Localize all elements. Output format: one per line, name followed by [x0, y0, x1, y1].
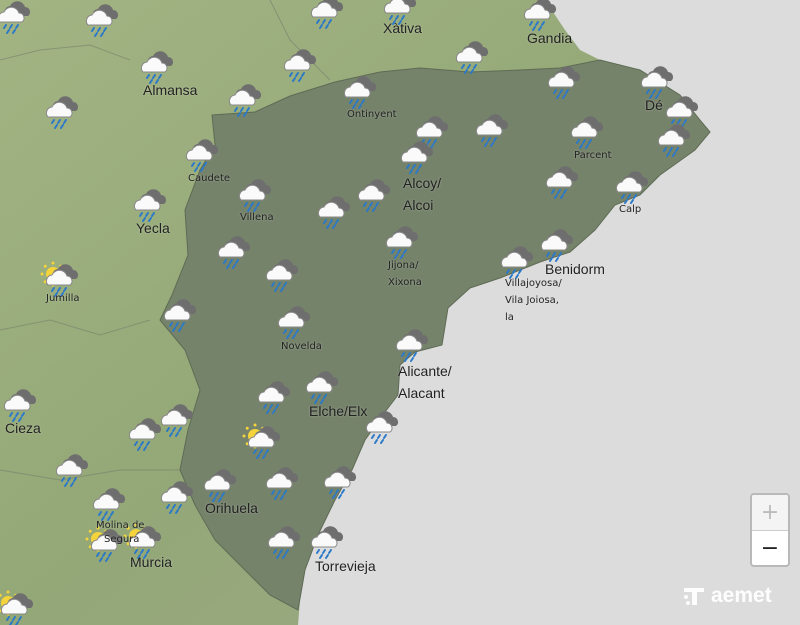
rain-cloud-icon[interactable] [128, 418, 161, 451]
rain-cloud-icon[interactable] [257, 381, 290, 414]
sun-cloud-rain-icon[interactable] [85, 526, 124, 562]
rain-cloud-icon[interactable] [92, 488, 125, 521]
place-label: Calp [619, 204, 642, 215]
place-label: Alcoy/ [403, 175, 442, 191]
rain-cloud-icon[interactable] [323, 466, 356, 499]
rain-cloud-icon[interactable] [45, 96, 78, 129]
place-label: Dé [645, 97, 663, 113]
rain-cloud-icon[interactable] [55, 454, 88, 487]
place-label: Vila Joiosa, [505, 295, 559, 306]
place-label: Parcent [574, 150, 612, 161]
rain-cloud-icon[interactable] [570, 116, 603, 149]
rain-cloud-icon[interactable] [283, 49, 316, 82]
rain-cloud-icon[interactable] [228, 84, 261, 117]
rain-cloud-icon[interactable] [540, 229, 573, 262]
rain-cloud-icon[interactable] [185, 139, 218, 172]
place-label: Novelda [281, 341, 322, 352]
place-label: Jijona/ [388, 260, 419, 271]
rain-cloud-icon[interactable] [455, 41, 488, 74]
place-label: Torrevieja [315, 558, 376, 574]
zoom-out-button[interactable]: − [760, 536, 780, 561]
place-label: Alicante/ [398, 363, 452, 379]
rain-cloud-icon[interactable] [217, 236, 250, 269]
rain-cloud-icon[interactable] [657, 124, 690, 157]
sun-cloud-rain-icon[interactable] [0, 590, 33, 625]
rain-cloud-icon[interactable] [277, 306, 310, 339]
place-label: Xixona [388, 277, 422, 288]
rain-cloud-icon[interactable] [385, 226, 418, 259]
place-label: Caudete [188, 173, 231, 184]
rain-cloud-icon[interactable] [640, 66, 673, 99]
place-label: Villena [240, 212, 274, 223]
rain-cloud-icon[interactable] [400, 141, 433, 174]
place-label: Yecla [136, 220, 170, 236]
place-label: Cieza [5, 420, 41, 436]
rain-cloud-icon[interactable] [0, 1, 30, 34]
place-label: Segura [104, 534, 140, 545]
rain-cloud-icon[interactable] [317, 196, 350, 229]
place-label: Elche/Elx [309, 403, 368, 419]
rain-cloud-icon[interactable] [365, 411, 398, 444]
place-label: Almansa [143, 82, 198, 98]
zoom-control: + − [750, 493, 790, 567]
rain-cloud-icon[interactable] [357, 179, 390, 212]
sun-cloud-rain-icon[interactable] [242, 423, 281, 459]
rain-cloud-icon[interactable] [523, 0, 556, 31]
aemet-logo-icon [684, 588, 704, 605]
rain-cloud-icon[interactable] [203, 469, 236, 502]
rain-cloud-icon[interactable] [85, 4, 118, 37]
rain-cloud-icon[interactable] [265, 259, 298, 292]
zoom-in-button[interactable]: + [752, 495, 788, 531]
rain-cloud-icon[interactable] [383, 0, 416, 25]
rain-cloud-icon[interactable] [140, 51, 173, 84]
place-label: Gandia [527, 30, 573, 46]
rain-cloud-icon[interactable] [133, 189, 166, 222]
rain-cloud-icon[interactable] [310, 526, 343, 559]
rain-cloud-icon[interactable] [3, 389, 36, 422]
place-label: Orihuela [205, 500, 258, 516]
rain-cloud-icon[interactable] [305, 371, 338, 404]
place-label: la [505, 312, 514, 323]
rain-cloud-icon[interactable] [500, 246, 533, 279]
rain-cloud-icon[interactable] [160, 481, 193, 514]
place-label: Ontinyent [347, 109, 397, 120]
rain-cloud-icon[interactable] [238, 179, 271, 212]
rain-cloud-icon[interactable] [545, 166, 578, 199]
rain-cloud-icon[interactable] [310, 0, 343, 29]
sun-cloud-rain-icon[interactable] [40, 261, 79, 297]
sea [298, 0, 800, 625]
place-label: Villajoyosa/ [505, 278, 562, 289]
rain-cloud-icon[interactable] [163, 299, 196, 332]
rain-cloud-icon[interactable] [475, 114, 508, 147]
rain-cloud-icon[interactable] [395, 329, 428, 362]
place-label: Xàtiva [383, 20, 422, 36]
place-label: Molina de [96, 520, 145, 531]
rain-cloud-icon[interactable] [265, 467, 298, 500]
aemet-logo: aemet [682, 584, 772, 608]
place-label: Alcoi [403, 197, 434, 213]
aemet-logo-text: aemet [711, 584, 772, 607]
place-label: Murcia [130, 554, 173, 570]
rain-cloud-icon[interactable] [267, 526, 300, 559]
sun-cloud-rain-icon[interactable] [123, 523, 162, 559]
place-label: Alacant [398, 385, 445, 401]
rain-cloud-icon[interactable] [343, 76, 376, 109]
place-label: Jumilla [46, 293, 80, 304]
border-lines [0, 0, 331, 481]
rain-cloud-icon[interactable] [160, 404, 193, 437]
place-label: Benidorm [545, 261, 605, 277]
rain-cloud-icon[interactable] [615, 171, 648, 204]
rain-cloud-icon[interactable] [547, 66, 580, 99]
